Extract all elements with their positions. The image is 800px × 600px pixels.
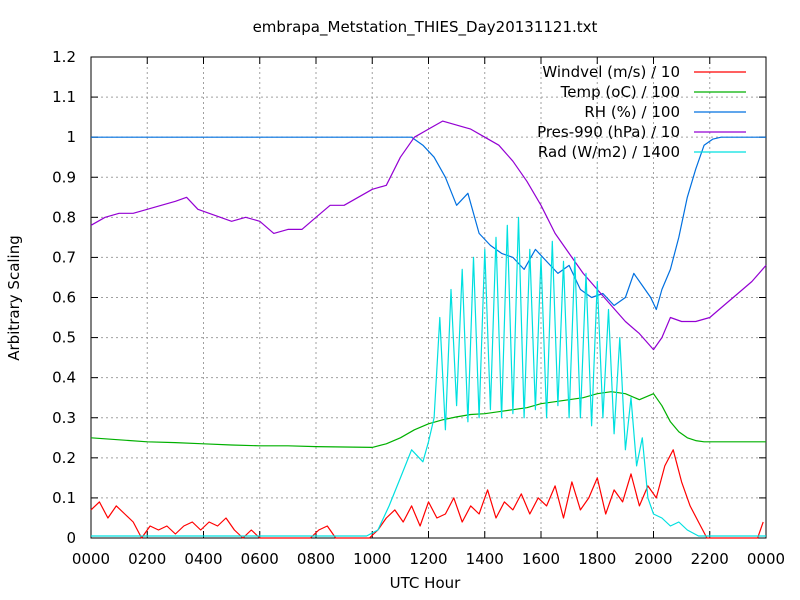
series-line-2: [90, 391, 766, 448]
y-tick-label: 0: [66, 529, 76, 547]
x-tick-label: 0600: [241, 550, 279, 568]
series-line-5: [91, 216, 766, 537]
legend-label-1: Windvel (m/s) / 10: [542, 63, 680, 81]
tick-layer: 0000 0200 0400 0600 0800 1000 1200 1400 1600 1800…: [52, 48, 785, 568]
chart-title: embrapa_Metstation_THIES_Day20131121.txt: [253, 18, 598, 37]
x-tick-label: 0000: [72, 550, 110, 568]
x-axis-title: UTC Hour: [390, 574, 461, 592]
x-tick-label: 1400: [466, 550, 504, 568]
x-tick-label: 1600: [522, 550, 560, 568]
series-line-1: [90, 449, 764, 539]
x-tick-label: 0800: [297, 550, 335, 568]
x-tick-label: 1000: [353, 550, 391, 568]
x-tick-label: 1800: [578, 550, 616, 568]
x-tick-label: 1200: [409, 550, 447, 568]
legend-label-4: Pres-990 (hPa) / 10: [537, 123, 680, 141]
x-tick-label: 2200: [691, 550, 729, 568]
legend-label-5: Rad (W/m2) / 1400: [538, 143, 680, 161]
y-axis-title: Arbitrary Scaling: [5, 235, 23, 361]
legend-label-3: RH (%) / 100: [584, 103, 680, 121]
y-tick-label: 0.4: [52, 369, 76, 387]
y-tick-label: 0.9: [52, 168, 76, 186]
x-tick-label: 2000: [634, 550, 672, 568]
y-tick-label: 1.2: [52, 48, 76, 66]
y-tick-label: 0.5: [52, 329, 76, 347]
y-tick-label: 0.1: [52, 489, 76, 507]
y-tick-label: 0.3: [52, 409, 76, 427]
legend: Windvel (m/s) / 10 Temp (oC) / 100 RH (%) …: [537, 63, 746, 161]
y-tick-label: 0.2: [52, 449, 76, 467]
series-layer: [90, 120, 767, 539]
y-tick-label: 1.1: [52, 88, 76, 106]
legend-label-2: Temp (oC) / 100: [560, 83, 680, 101]
y-tick-label: 0.6: [52, 289, 76, 307]
y-tick-label: 0.8: [52, 208, 76, 226]
series-line-4: [90, 120, 767, 351]
x-tick-label: 0400: [184, 550, 222, 568]
x-tick-label: 0000: [747, 550, 785, 568]
series-line-3: [91, 136, 766, 311]
x-tick-label: 0200: [128, 550, 166, 568]
y-tick-label: 0.7: [52, 248, 76, 266]
y-tick-label: 1: [66, 128, 76, 146]
